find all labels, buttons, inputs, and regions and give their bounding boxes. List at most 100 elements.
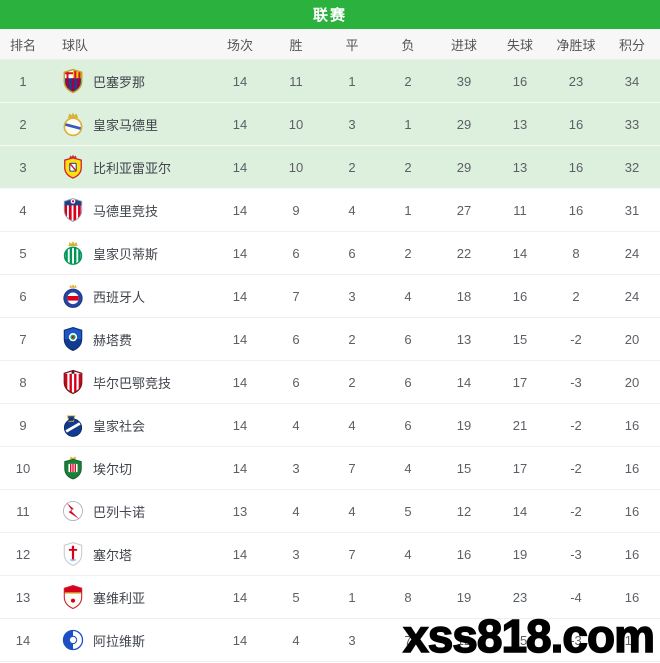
- villarreal-logo-icon: [62, 154, 84, 180]
- losses-cell: 4: [404, 288, 412, 304]
- team-cell[interactable]: 皇家马德里: [46, 111, 212, 137]
- col-header-draw: 平: [345, 37, 359, 53]
- wins-cell: 6: [292, 374, 300, 390]
- table-row[interactable]: 2 皇家马德里 14 10 3 1 29 13 16 33: [0, 103, 660, 146]
- wins-cell: 11: [289, 73, 303, 89]
- played-cell: 14: [232, 73, 248, 89]
- team-cell[interactable]: 巴列卡诺: [46, 498, 212, 524]
- wins-cell: 3: [292, 546, 300, 562]
- goal-diff-cell: 16: [568, 116, 584, 132]
- points-cell: 20: [624, 374, 640, 390]
- col-header-goals-for: 进球: [450, 37, 477, 53]
- losses-cell: 6: [404, 331, 412, 347]
- points-cell: 16: [624, 589, 640, 605]
- table-row[interactable]: 9 皇家社会 14 4 4 6 19 21 -2 16: [0, 404, 660, 447]
- points-cell: 16: [624, 503, 640, 519]
- team-cell[interactable]: 赫塔费: [46, 326, 212, 352]
- team-cell[interactable]: 埃尔切: [46, 455, 212, 481]
- team-cell[interactable]: 皇家社会: [46, 412, 212, 438]
- real-madrid-logo-icon: [62, 111, 84, 137]
- wins-cell: 4: [292, 503, 300, 519]
- wins-cell: 5: [292, 589, 300, 605]
- table-row[interactable]: 3 比利亚雷亚尔 14 10 2 2 29 13 16 32: [0, 146, 660, 189]
- table-row[interactable]: 6 西班牙人 14 7 3 4 18 16 2 24: [0, 275, 660, 318]
- goals-for-cell: 19: [456, 417, 472, 433]
- team-cell[interactable]: 比利亚雷亚尔: [46, 154, 212, 180]
- draws-cell: 1: [348, 73, 356, 89]
- table-row[interactable]: 4 马德里竞技 14 9 4 1 27 11 16 31: [0, 189, 660, 232]
- goals-for-cell: 19: [456, 589, 472, 605]
- draws-cell: 2: [348, 374, 356, 390]
- goals-against-cell: 19: [512, 546, 528, 562]
- team-cell[interactable]: 毕尔巴鄂竞技: [46, 369, 212, 395]
- sevilla-logo-icon: [62, 584, 84, 610]
- goals-against-cell: 15: [512, 632, 528, 648]
- points-cell: 34: [624, 73, 640, 89]
- team-cell[interactable]: 皇家贝蒂斯: [46, 240, 212, 266]
- points-cell: 20: [624, 331, 640, 347]
- team-cell[interactable]: 西班牙人: [46, 283, 212, 309]
- rank-cell: 4: [19, 202, 27, 218]
- team-name: 塞尔塔: [93, 547, 133, 563]
- goal-diff-cell: -3: [570, 546, 582, 562]
- table-row[interactable]: 1 巴塞罗那 14 11 1 2 39 16 23 34: [0, 60, 660, 103]
- team-cell[interactable]: 马德里竞技: [46, 197, 212, 223]
- played-cell: 14: [232, 202, 248, 218]
- barcelona-logo-icon: [62, 68, 84, 94]
- goals-against-cell: 17: [512, 374, 528, 390]
- goals-for-cell: 29: [456, 159, 472, 175]
- real-sociedad-logo-icon: [62, 412, 84, 438]
- team-cell[interactable]: 塞维利亚: [46, 584, 212, 610]
- goal-diff-cell: -2: [570, 503, 582, 519]
- team-cell[interactable]: 巴塞罗那: [46, 68, 212, 94]
- espanyol-logo-icon: [62, 283, 84, 309]
- col-header-win: 胜: [289, 37, 303, 53]
- goals-against-cell: 16: [512, 288, 528, 304]
- draws-cell: 3: [348, 288, 356, 304]
- goals-for-cell: 18: [456, 288, 472, 304]
- team-name: 埃尔切: [93, 461, 133, 477]
- rank-cell: 10: [15, 460, 31, 476]
- team-cell[interactable]: 阿拉维斯: [46, 627, 212, 653]
- real-betis-logo-icon: [62, 240, 84, 266]
- table-row[interactable]: 14 阿拉维斯 14 4 3 7 12 15 -3 15: [0, 619, 660, 662]
- table-row[interactable]: 11 巴列卡诺 13 4 4 5 12 14 -2 16: [0, 490, 660, 533]
- played-cell: 14: [232, 159, 248, 175]
- team-name: 比利亚雷亚尔: [93, 160, 172, 176]
- team-name: 巴列卡诺: [93, 504, 146, 520]
- points-cell: 16: [624, 460, 640, 476]
- goal-diff-cell: 16: [568, 159, 584, 175]
- table-row[interactable]: 13 塞维利亚 14 5 1 8 19 23 -4 16: [0, 576, 660, 619]
- table-row[interactable]: 8 毕尔巴鄂竞技 14 6 2 6 14 17 -3 20: [0, 361, 660, 404]
- wins-cell: 10: [288, 116, 304, 132]
- table-row[interactable]: 12 塞尔塔 14 3 7 4 16 19 -3 16: [0, 533, 660, 576]
- wins-cell: 10: [288, 159, 304, 175]
- atletico-madrid-logo-icon: [62, 197, 84, 223]
- table-row[interactable]: 10 埃尔切 14 3 7 4 15 17 -2 16: [0, 447, 660, 490]
- col-header-team: 球队: [62, 37, 89, 53]
- team-name: 巴塞罗那: [93, 74, 146, 90]
- draws-cell: 2: [348, 331, 356, 347]
- table-row[interactable]: 5 皇家贝蒂斯 14 6 6 2 22 14 8 24: [0, 232, 660, 275]
- celta-vigo-logo-icon: [62, 541, 84, 567]
- goal-diff-cell: 2: [572, 288, 580, 304]
- losses-cell: 6: [404, 374, 412, 390]
- draws-cell: 4: [348, 202, 356, 218]
- rank-cell: 5: [19, 245, 27, 261]
- column-header-row: 排名 球队 场次 胜 平 负 进球 失球 净胜球 积分: [0, 29, 660, 60]
- team-cell[interactable]: 塞尔塔: [46, 541, 212, 567]
- wins-cell: 3: [292, 460, 300, 476]
- rank-cell: 3: [19, 159, 27, 175]
- goals-for-cell: 16: [456, 546, 472, 562]
- goal-diff-cell: -3: [570, 374, 582, 390]
- rank-cell: 9: [19, 417, 27, 433]
- table-row[interactable]: 7 赫塔费 14 6 2 6 13 15 -2 20: [0, 318, 660, 361]
- wins-cell: 4: [292, 417, 300, 433]
- goal-diff-cell: -2: [570, 460, 582, 476]
- played-cell: 14: [232, 245, 248, 261]
- draws-cell: 7: [348, 546, 356, 562]
- wins-cell: 7: [292, 288, 300, 304]
- goals-against-cell: 21: [512, 417, 528, 433]
- draws-cell: 4: [348, 503, 356, 519]
- rank-cell: 2: [19, 116, 27, 132]
